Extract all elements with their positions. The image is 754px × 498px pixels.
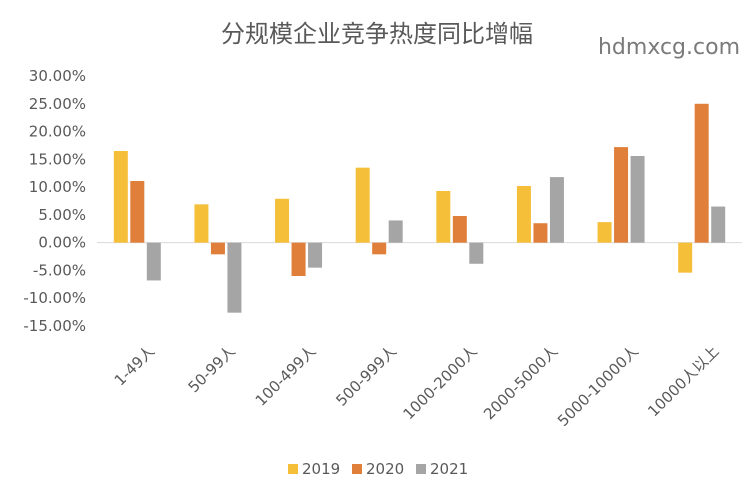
legend: 2019 2020 2021 [288, 460, 468, 478]
y-tick-label: 15.00% [29, 150, 86, 168]
x-category-label: 100-499人 [252, 342, 320, 410]
bar-2019 [355, 167, 370, 243]
bar-2021 [630, 156, 645, 243]
legend-swatch-2021 [416, 464, 426, 474]
x-category-label: 500-999人 [332, 342, 400, 410]
legend-label-2019: 2019 [302, 460, 340, 478]
bar-2021 [388, 220, 403, 243]
bar-2021 [549, 177, 564, 243]
bar-2019 [275, 198, 290, 243]
y-tick-label: 20.00% [29, 123, 86, 141]
x-category-label: 2000-5000人 [480, 342, 561, 423]
legend-label-2021: 2021 [430, 460, 468, 478]
x-category-label: 1000-2000人 [399, 342, 480, 423]
bar-2020 [533, 223, 548, 243]
bar-2020 [130, 181, 145, 243]
bar-2019 [436, 191, 451, 243]
x-axis-labels: 1-49人 50-99人 100-499人 500-999人 1000-2000人 200… [111, 342, 723, 430]
bar-2019 [516, 186, 531, 243]
y-tick-label: -10.00% [23, 289, 86, 307]
bar-2021 [227, 242, 242, 313]
watermark-text: hdmxcg.com [598, 35, 740, 60]
bar-2021 [308, 242, 323, 268]
bar-2020 [452, 216, 467, 243]
x-category-label: 50-99人 [185, 342, 239, 396]
y-axis-ticks: 30.00% 25.00% 20.00% 15.00% 10.00% 5.00% 0.00%… [23, 67, 86, 335]
bar-2020 [291, 242, 306, 276]
y-tick-label: 30.00% [29, 67, 86, 85]
bar-2020 [372, 242, 387, 255]
y-tick-label: 0.00% [38, 234, 86, 252]
x-category-label: 1-49人 [111, 342, 158, 389]
bars-group [113, 103, 726, 313]
bar-2020 [614, 147, 629, 243]
legend-swatch-2020 [352, 464, 362, 474]
y-tick-label: -5.00% [33, 261, 86, 279]
legend-label-2020: 2020 [366, 460, 404, 478]
bar-2021 [146, 242, 161, 281]
x-category-label: 10000人以上 [644, 342, 722, 420]
legend-swatch-2019 [288, 464, 298, 474]
y-tick-label: -15.00% [23, 317, 86, 335]
bar-2021 [469, 242, 484, 264]
bar-2020 [210, 242, 225, 255]
y-tick-label: 5.00% [38, 206, 86, 224]
y-tick-label: 10.00% [29, 178, 86, 196]
chart-title: 分规模企业竞争热度同比增幅 [221, 20, 533, 48]
bar-2021 [711, 206, 726, 243]
bar-2020 [694, 103, 709, 243]
bar-2019 [678, 242, 693, 273]
x-category-label: 5000-10000人 [554, 342, 642, 430]
bar-2019 [194, 204, 209, 243]
bar-2019 [113, 151, 128, 243]
y-tick-label: 25.00% [29, 95, 86, 113]
bar-2019 [597, 222, 612, 243]
